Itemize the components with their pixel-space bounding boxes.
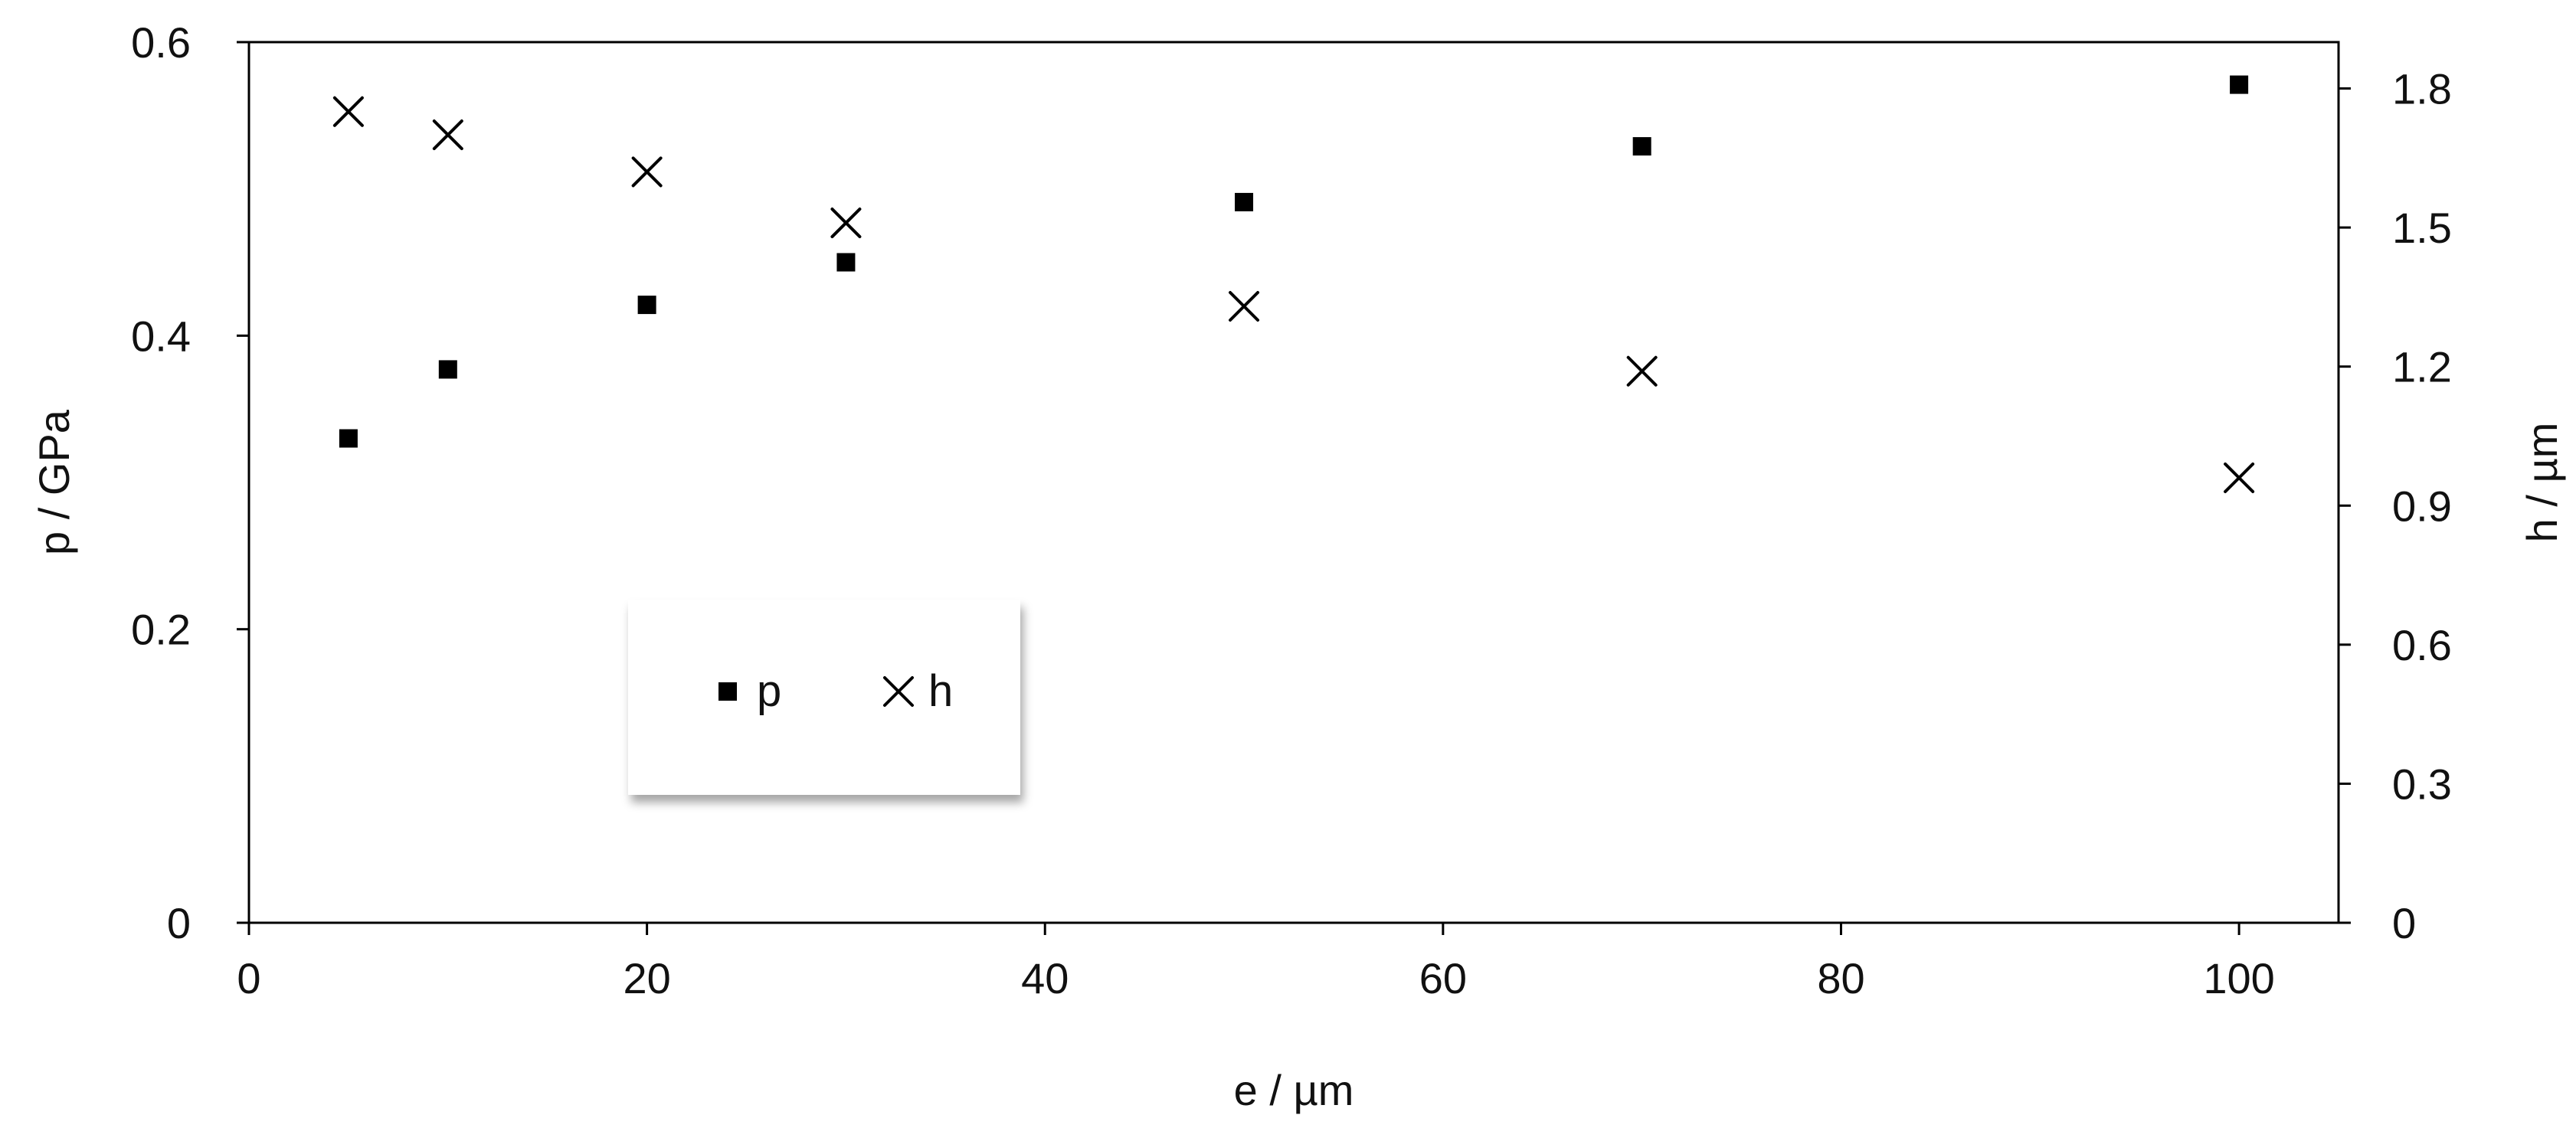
- point-p: [1632, 137, 1651, 156]
- legend-label-h: h: [928, 666, 953, 716]
- legend-marker-h: [883, 676, 914, 707]
- legend-marker-p: [718, 682, 737, 701]
- point-h: [2224, 462, 2255, 493]
- y2-tick-label: 0.9: [2392, 482, 2452, 530]
- y2-tick-label: 1.2: [2392, 343, 2452, 391]
- point-p: [438, 360, 457, 379]
- y-tick-label: 0.4: [131, 312, 191, 360]
- point-h: [631, 156, 663, 188]
- y-axis-left: 0 0.2 0.4 0.6: [131, 18, 249, 947]
- point-h: [1626, 355, 1658, 387]
- y-axis-right: 0 0.3 0.6 0.9 1.2 1.5 1.8: [2339, 65, 2452, 947]
- legend: p h: [628, 600, 1020, 795]
- point-h: [432, 119, 463, 151]
- y-tick-label: 0.6: [131, 18, 191, 67]
- point-h: [1229, 291, 1260, 322]
- x-tick-label: 20: [623, 954, 670, 1002]
- x-tick-label: 100: [2203, 954, 2274, 1002]
- point-p: [2230, 75, 2249, 94]
- x-tick-label: 40: [1021, 954, 1069, 1002]
- x-axis-title: e / µm: [1234, 1066, 1354, 1114]
- plot-area: [247, 41, 2340, 924]
- legend-label-p: p: [757, 666, 781, 716]
- y2-tick-label: 0: [2392, 899, 2416, 947]
- plot-frame: [247, 41, 2340, 924]
- point-p: [1235, 192, 1254, 211]
- x-tick-label: 80: [1817, 954, 1864, 1002]
- y2-tick-label: 1.8: [2392, 65, 2452, 113]
- y-axis-right-title: h / µm: [2518, 423, 2566, 543]
- legend-box: [628, 600, 1020, 795]
- series-layer: [332, 75, 2255, 493]
- point-p: [836, 253, 856, 272]
- point-h: [332, 96, 364, 127]
- y2-tick-label: 0.6: [2392, 621, 2452, 669]
- x-axis: 0 20 40 60 80 100: [237, 923, 2275, 1002]
- series-p: [339, 75, 2249, 448]
- point-h: [830, 208, 862, 239]
- y2-tick-label: 0.3: [2392, 760, 2452, 808]
- y-axis-left-title: p / GPa: [30, 409, 78, 555]
- point-p: [339, 429, 358, 448]
- y-tick-label: 0.2: [131, 606, 191, 654]
- y-tick-label: 0: [167, 899, 191, 947]
- point-p: [637, 296, 656, 315]
- x-tick-label: 60: [1419, 954, 1467, 1002]
- x-tick-label: 0: [237, 954, 260, 1002]
- y2-tick-label: 1.5: [2392, 204, 2452, 252]
- series-h: [332, 96, 2255, 493]
